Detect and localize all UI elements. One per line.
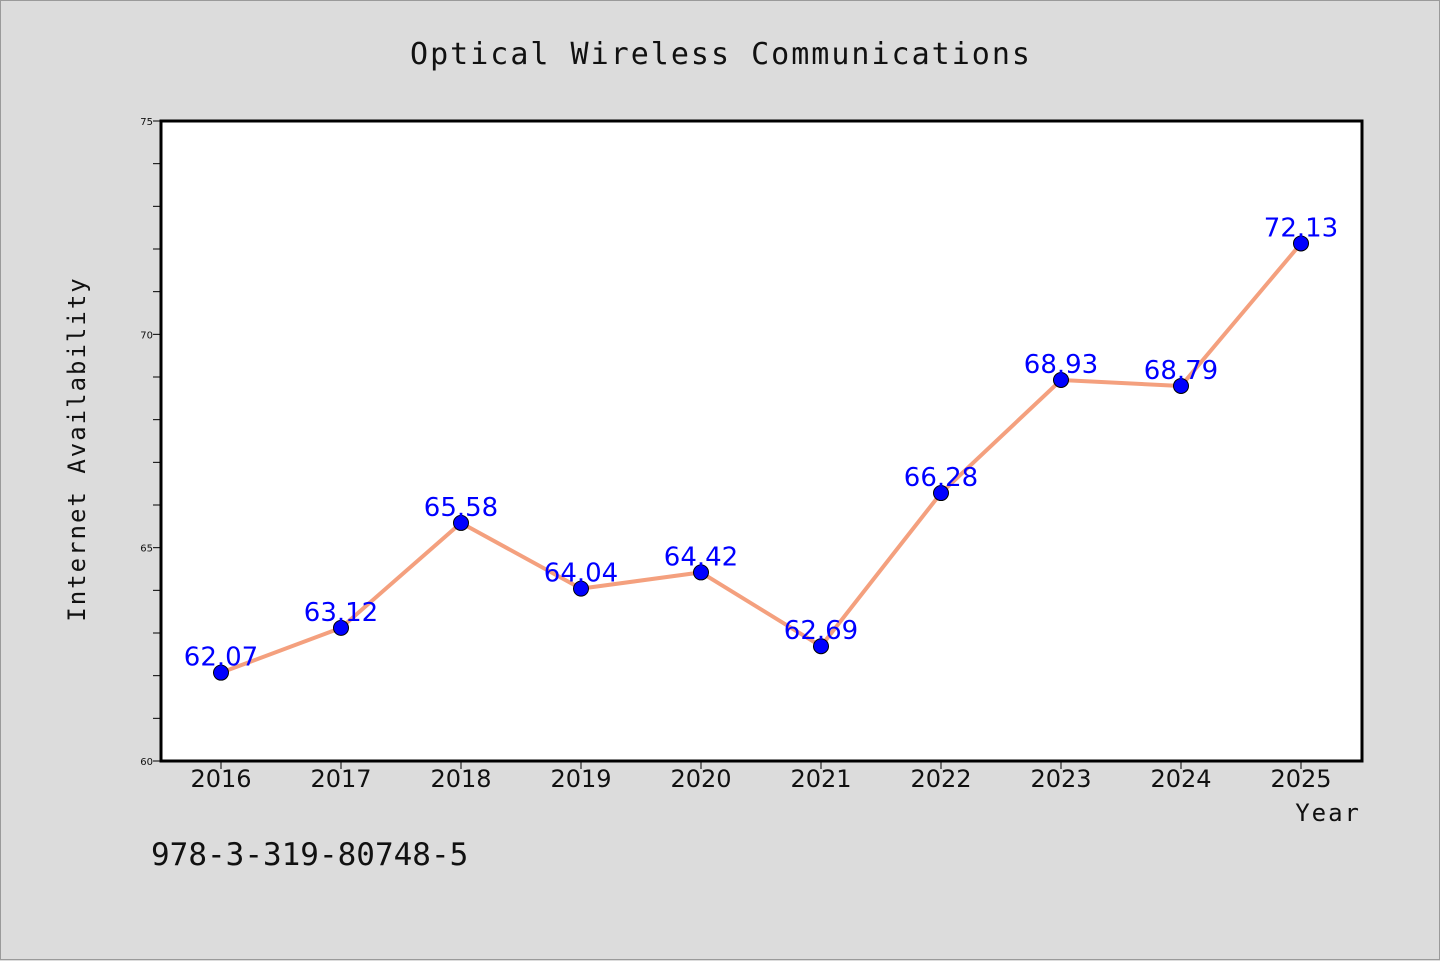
y-tick-label: 65: [140, 544, 153, 555]
data-label: 64.42: [664, 542, 738, 572]
data-label: 64.04: [544, 559, 618, 589]
data-label: 62.07: [184, 643, 258, 673]
data-point: [333, 619, 349, 636]
x-tick-label: 2023: [1030, 765, 1091, 793]
x-tick-label: 2021: [790, 765, 851, 793]
data-point: [813, 638, 829, 655]
data-point: [573, 580, 589, 597]
x-axis-ticks: 2016 2017 2018 2019 2020 2021 2022 2023 2024 2025: [190, 761, 1332, 793]
isbn-footer: 978-3-319-80748-5: [151, 837, 468, 873]
data-point: [933, 485, 949, 502]
data-point: [1173, 377, 1189, 394]
x-tick-label: 2016: [190, 765, 251, 793]
x-tick-label: 2022: [910, 765, 971, 793]
data-point: [1053, 371, 1069, 388]
y-tick-label: 70: [140, 330, 153, 341]
series-group: 62.07 63.12 65.58 64.04 64.42 62.69 66.28 68.93…: [184, 213, 1338, 681]
chart-title: Optical Wireless Communications: [410, 37, 1032, 72]
x-tick-label: 2018: [430, 765, 491, 793]
data-label: 63.12: [304, 598, 378, 628]
y-axis-title: Internet Availability: [63, 276, 91, 621]
x-tick-label: 2020: [670, 765, 731, 793]
data-label: 68.79: [1144, 356, 1218, 386]
y-axis-ticks: 60 65 70 75: [140, 117, 161, 768]
x-axis-title: Year: [1295, 799, 1361, 827]
x-tick-label: 2024: [1150, 765, 1211, 793]
data-label: 68.93: [1024, 350, 1098, 380]
x-tick-label: 2017: [310, 765, 371, 793]
y-tick-label: 60: [140, 757, 153, 768]
data-point: [453, 514, 469, 531]
data-label: 72.13: [1264, 213, 1338, 243]
x-tick-label: 2025: [1270, 765, 1331, 793]
x-tick-label: 2019: [550, 765, 611, 793]
data-point: [213, 664, 229, 681]
data-label: 65.58: [424, 493, 498, 523]
data-label: 62.69: [784, 616, 858, 646]
series-line: [219, 241, 1303, 675]
data-point: [1293, 235, 1309, 252]
y-tick-label: 75: [140, 117, 153, 128]
plot-area: [159, 119, 1364, 763]
data-point: [693, 564, 709, 581]
data-label: 66.28: [904, 463, 978, 493]
